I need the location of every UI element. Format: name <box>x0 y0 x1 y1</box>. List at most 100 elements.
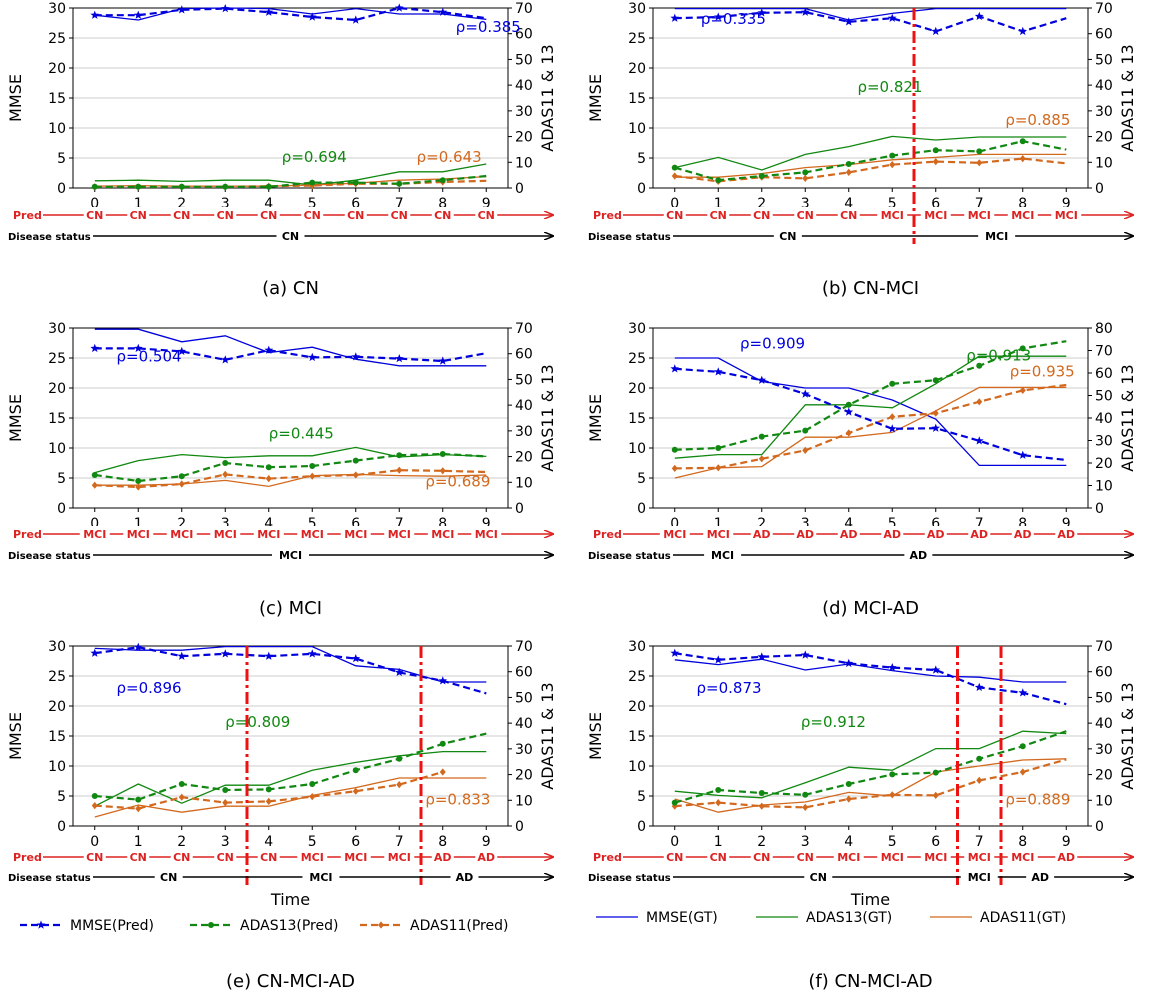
mmse-pred-point <box>931 665 941 674</box>
adas13-pred-point <box>309 781 316 787</box>
adas13-pred-point <box>91 472 98 478</box>
adas11-pred-point <box>222 799 229 807</box>
x-tick-label: 2 <box>177 516 186 532</box>
x-tick-label: 6 <box>931 196 940 212</box>
right-tick-label: 50 <box>1095 389 1113 405</box>
adas13-pred-point <box>396 180 403 187</box>
adas11-pred-point <box>802 803 809 811</box>
mmse-pred-point <box>670 648 680 657</box>
chart-panel-1: 0 5 10 15 20 25 30 0 10 20 30 40 50 60 70 0 1 2 3 4 5 6 7 8 9 MMS… <box>6 1 557 299</box>
adas13-pred-point <box>439 740 446 747</box>
left-tick-label: 10 <box>628 441 646 457</box>
adas11-pred-point <box>396 781 403 789</box>
pred-label: CN <box>710 209 727 222</box>
adas11-pred-point <box>802 446 809 454</box>
mmse-pred-point <box>133 10 143 19</box>
pred-label: MCI <box>301 851 324 864</box>
status-row-label: Disease status <box>588 873 671 884</box>
status-row-label: Disease status <box>588 551 671 562</box>
pred-label-bg <box>1007 207 1038 223</box>
pred-label-bg <box>475 849 498 865</box>
mmse-pred-point <box>133 343 143 353</box>
adas13-pred-point <box>265 786 272 793</box>
mmse-pred-point <box>931 423 941 432</box>
pred-label: MCI <box>301 528 324 541</box>
x-tick-label: 0 <box>670 516 679 532</box>
pred-label-bg <box>127 207 150 223</box>
adas13-pred-point <box>802 427 809 434</box>
adas11-pred-point <box>352 471 359 479</box>
mmse-pred-point <box>887 663 897 672</box>
pred-label: MCI <box>968 851 991 864</box>
pred-label: MCI <box>881 209 904 222</box>
adas13-pred-point <box>1019 138 1026 145</box>
left-tick-label: 20 <box>628 699 646 715</box>
adas11-pred-point <box>845 795 852 803</box>
pred-label-bg <box>431 849 454 865</box>
left-tick-label: 15 <box>48 411 66 427</box>
pred-label-bg <box>707 849 730 865</box>
pred-label: MCI <box>663 528 686 541</box>
pred-label-bg <box>297 849 328 865</box>
x-tick-label: 6 <box>351 516 360 532</box>
x-tick-label: 7 <box>975 834 984 850</box>
mmse-pred-point <box>887 13 897 22</box>
x-tick-label: 1 <box>714 834 723 850</box>
mmse-pred-point <box>133 642 143 651</box>
pred-label-bg <box>471 526 502 542</box>
left-tick-label: 25 <box>48 669 66 685</box>
pred-label: CN <box>710 851 727 864</box>
pred-label-bg <box>127 849 150 865</box>
adas11-pred-point <box>1019 768 1026 776</box>
adas13-pred-point <box>976 148 983 155</box>
pred-label-bg <box>340 849 371 865</box>
mmse-pred-point <box>800 389 810 398</box>
left-tick-label: 20 <box>628 381 646 397</box>
panel-caption: (c) MCI <box>259 598 322 619</box>
left-tick-label: 20 <box>48 61 66 77</box>
x-tick-label: 5 <box>308 516 317 532</box>
pred-label-bg <box>920 207 951 223</box>
pred-label-bg <box>881 526 904 542</box>
pred-label-bg <box>166 526 197 542</box>
adas13-pred-point <box>439 177 446 184</box>
pred-label: CN <box>304 209 321 222</box>
left-tick-label: 10 <box>628 759 646 775</box>
x-tick-label: 0 <box>670 196 679 212</box>
x-tick-label: 9 <box>482 516 491 532</box>
pred-label: AD <box>753 528 771 541</box>
right-tick-label: 20 <box>515 130 533 146</box>
pred-label: AD <box>1057 528 1075 541</box>
x-tick-label: 7 <box>395 196 404 212</box>
pred-label: CN <box>86 209 103 222</box>
pred-label: MCI <box>344 528 367 541</box>
mmse-pred-point <box>800 650 810 659</box>
pred-label: AD <box>434 851 452 864</box>
pred-label-bg <box>1051 207 1082 223</box>
adas11-pred-point <box>178 480 185 488</box>
adas11-pred-point <box>889 161 896 169</box>
right-tick-label: 30 <box>515 424 533 440</box>
adas13-pred-point <box>222 183 229 190</box>
pred-label-bg <box>750 849 773 865</box>
pred-label-bg <box>794 849 817 865</box>
mmse-pred-point <box>757 375 767 384</box>
pred-row-label: Pred <box>593 528 622 541</box>
status-label: CN <box>810 871 827 884</box>
x-tick-label: 0 <box>90 196 99 212</box>
pred-label-bg <box>1055 526 1078 542</box>
status-label: AD <box>910 549 928 562</box>
right-tick-label: 0 <box>1095 819 1104 835</box>
y-axis-label: MMSE <box>6 74 25 122</box>
right-tick-label: 50 <box>515 52 533 68</box>
pred-label: CN <box>130 209 147 222</box>
left-tick-label: 10 <box>48 759 66 775</box>
x-tick-label: 2 <box>177 196 186 212</box>
status-label: CN <box>160 871 177 884</box>
adas13-pred-point <box>1019 345 1026 352</box>
pred-label-bg <box>663 849 686 865</box>
mmse-pred-point <box>220 355 230 364</box>
pred-label: CN <box>260 851 277 864</box>
y-axis-label: MMSE <box>586 394 605 442</box>
adas11-pred-point <box>802 174 809 182</box>
